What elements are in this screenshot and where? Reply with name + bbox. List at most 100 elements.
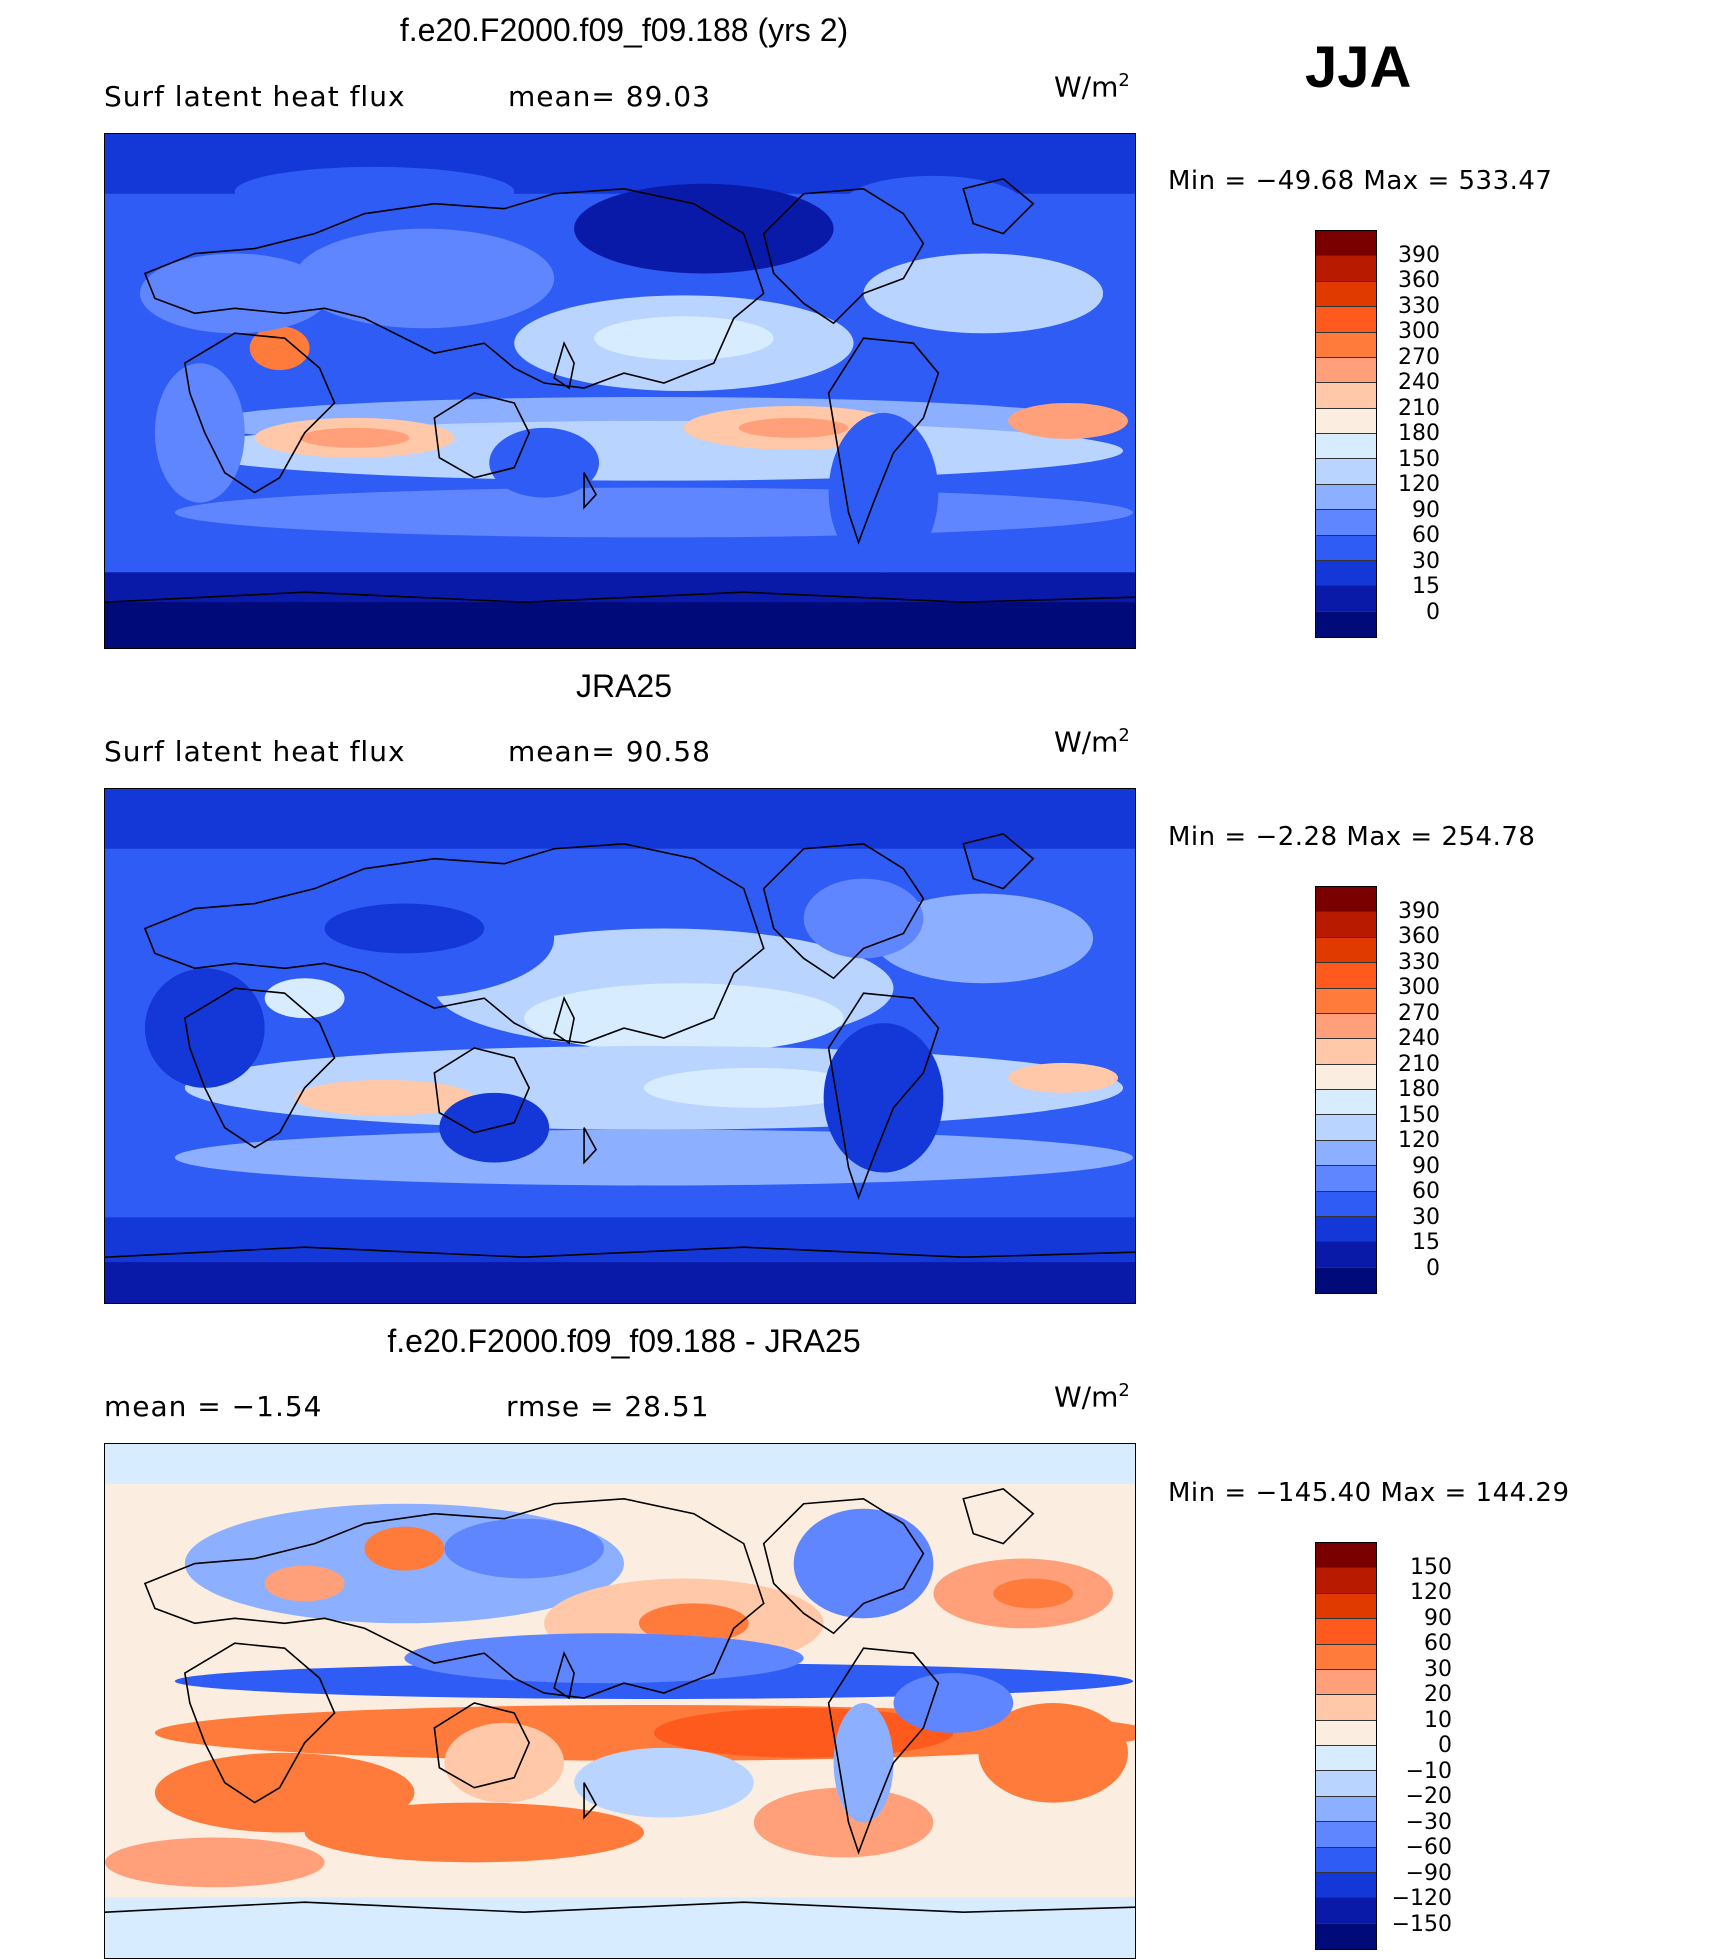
panel2-mean-label: mean= 90.58 [508, 735, 711, 768]
colorbar-segment [1316, 1619, 1376, 1645]
colorbar-tick-label: 0 [1426, 599, 1440, 625]
colorbar-segment [1316, 281, 1376, 308]
panel3-map-svg [105, 1444, 1135, 1958]
colorbar-tick-label: 210 [1398, 1051, 1440, 1077]
colorbar-tick-label: 10 [1424, 1707, 1452, 1733]
colorbar-segment [1316, 1923, 1376, 1949]
colorbar-tick-label: 360 [1398, 268, 1440, 293]
colorbar-tick-label: 270 [1398, 344, 1440, 370]
colorbar-tick-label: −150 [1391, 1911, 1452, 1937]
panel1-minmax: Min = −49.68 Max = 533.47 [1168, 166, 1553, 196]
colorbar-segment [1316, 1695, 1376, 1721]
colorbar-segment [1316, 1039, 1376, 1065]
colorbar-segment [1316, 1796, 1376, 1823]
colorbar-segment [1316, 1064, 1376, 1090]
colorbar-segment [1316, 1720, 1376, 1746]
colorbar-tick-label: 390 [1398, 898, 1440, 924]
colorbar-segment [1316, 912, 1376, 938]
colorbar-tick-label: −10 [1405, 1758, 1452, 1784]
colorbar-segment [1316, 887, 1376, 913]
colorbar-tick-label: 300 [1398, 319, 1440, 344]
colorbar-tick-label: 330 [1398, 293, 1440, 319]
colorbar-tick-label: 150 [1410, 1554, 1452, 1580]
colorbar-tick-label: 30 [1412, 548, 1440, 574]
colorbar-tick-label: 180 [1398, 1077, 1440, 1102]
panel3-colorbar [1315, 1542, 1377, 1950]
colorbar-tick-label: 60 [1424, 1631, 1452, 1656]
panel2-colorbar [1315, 886, 1377, 1294]
colorbar-segment [1316, 510, 1376, 536]
panel1-map-svg [105, 134, 1135, 648]
colorbar-tick-label: 60 [1412, 1179, 1440, 1204]
panel3-map [104, 1443, 1136, 1959]
colorbar-segment [1316, 1822, 1376, 1848]
colorbar-segment [1316, 1543, 1376, 1569]
colorbar-segment [1316, 1669, 1376, 1696]
colorbar-segment [1316, 1140, 1376, 1167]
colorbar-segment [1316, 1593, 1376, 1620]
colorbar-tick-label: 240 [1398, 370, 1440, 395]
colorbar-tick-label: 120 [1410, 1580, 1452, 1605]
colorbar-tick-label: 60 [1412, 523, 1440, 548]
panel2-title: JRA25 [575, 668, 673, 704]
colorbar-tick-label: −60 [1405, 1835, 1452, 1860]
colorbar-segment [1316, 408, 1376, 434]
panel1-title: f.e20.F2000.f09_f09.188 (yrs 2) [399, 12, 849, 48]
panel1-variable-label: Surf latent heat flux [104, 80, 406, 113]
panel1-mean-label: mean= 89.03 [508, 80, 711, 113]
panel2-units: W/m2 [1054, 725, 1130, 759]
colorbar-segment [1316, 988, 1376, 1014]
colorbar-tick-label: 210 [1398, 395, 1440, 421]
colorbar-tick-label: 240 [1398, 1026, 1440, 1051]
season-label: JJA [1305, 35, 1412, 100]
panel3-units: W/m2 [1054, 1380, 1130, 1414]
colorbar-segment [1316, 231, 1376, 257]
colorbar-segment [1316, 1191, 1376, 1217]
panel2-variable-label: Surf latent heat flux [104, 735, 406, 768]
colorbar-tick-label: 90 [1412, 497, 1440, 523]
colorbar-segment [1316, 963, 1376, 989]
colorbar-segment [1316, 560, 1376, 587]
colorbar-tick-label: 15 [1412, 1230, 1440, 1255]
colorbar-tick-label: −90 [1405, 1860, 1452, 1886]
colorbar-segment [1316, 1644, 1376, 1670]
colorbar-segment [1316, 1013, 1376, 1040]
colorbar-segment [1316, 459, 1376, 485]
colorbar-segment [1316, 256, 1376, 282]
colorbar-segment [1316, 383, 1376, 409]
colorbar-tick-label: 360 [1398, 924, 1440, 949]
colorbar-segment [1316, 937, 1376, 964]
colorbar-segment [1316, 1872, 1376, 1899]
colorbar-tick-label: −20 [1405, 1784, 1452, 1809]
colorbar-segment [1316, 1242, 1376, 1268]
colorbar-segment [1316, 484, 1376, 511]
colorbar-tick-label: 180 [1398, 421, 1440, 446]
colorbar-tick-label: 270 [1398, 1000, 1440, 1026]
colorbar-segment [1316, 1090, 1376, 1116]
colorbar-tick-label: 90 [1424, 1605, 1452, 1631]
panel1-units: W/m2 [1054, 70, 1130, 104]
colorbar-tick-label: 330 [1398, 949, 1440, 975]
colorbar-segment [1316, 434, 1376, 460]
colorbar-tick-label: 20 [1424, 1682, 1452, 1707]
colorbar-tick-label: 390 [1398, 242, 1440, 268]
panel3-mean-label: mean = −1.54 [104, 1390, 323, 1423]
panel2-minmax: Min = −2.28 Max = 254.78 [1168, 822, 1536, 852]
colorbar-segment [1316, 586, 1376, 612]
colorbar-tick-label: 300 [1398, 975, 1440, 1000]
colorbar-tick-label: 150 [1398, 446, 1440, 472]
colorbar-segment [1316, 1568, 1376, 1594]
colorbar-tick-label: 90 [1412, 1153, 1440, 1179]
colorbar-segment [1316, 1115, 1376, 1141]
panel3-minmax: Min = −145.40 Max = 144.29 [1168, 1478, 1570, 1508]
colorbar-segment [1316, 1267, 1376, 1293]
colorbar-segment [1316, 332, 1376, 358]
colorbar-tick-label: 30 [1412, 1204, 1440, 1230]
colorbar-segment [1316, 535, 1376, 561]
colorbar-tick-label: −30 [1405, 1809, 1452, 1835]
panel3-rmse-label: rmse = 28.51 [506, 1390, 710, 1423]
panel3-title: f.e20.F2000.f09_f09.188 - JRA25 [387, 1323, 861, 1359]
panel1-colorbar [1315, 230, 1377, 638]
panel3-colorbar-labels: 150 120 90 60 30 20 10 0 −10 −20 −30 −60 −90 −120 −150 [1370, 1542, 1452, 1950]
colorbar-segment [1316, 307, 1376, 333]
